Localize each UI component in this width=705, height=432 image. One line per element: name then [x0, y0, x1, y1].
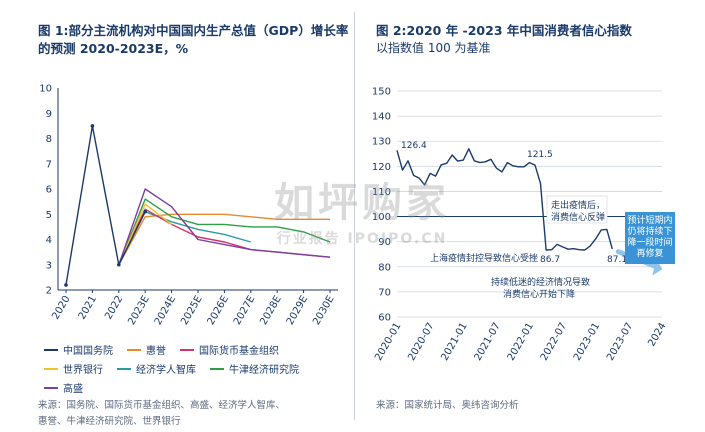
left-y-tick-label: 10 — [39, 84, 52, 95]
right-x-tick-label: 2021-01 — [439, 321, 469, 363]
right-y-tick-label: 140 — [372, 112, 391, 123]
data-point — [117, 262, 121, 267]
annotation-decline-line1: 持续低迷的经济情况导致 — [491, 276, 590, 288]
legend-label: 世界银行 — [63, 365, 103, 376]
left-x-tick-label: 2023E — [126, 294, 151, 327]
left-y-tick-label: 2 — [46, 286, 52, 297]
data-point — [64, 283, 68, 287]
forecast-arrowhead — [652, 259, 663, 276]
confidence-line — [396, 148, 613, 251]
legend-label: 中国国务院 — [63, 346, 113, 357]
series-line — [118, 198, 331, 266]
forecast-note-line: 降一段时间 — [627, 236, 672, 248]
left-x-tick-label: 2022 — [103, 294, 125, 322]
legend-item: 惠誉 — [127, 340, 166, 359]
right-x-tick-label: 2020-07 — [406, 321, 436, 363]
legend-swatch — [210, 367, 224, 370]
left-y-tick-label: 5 — [46, 210, 52, 221]
series-line — [118, 208, 331, 266]
annotation-shanghai-lockdown: 上海疫情封控导致信心受挫 — [430, 252, 538, 264]
right-x-tick-label: 2023-01 — [572, 321, 602, 363]
series-line — [118, 188, 331, 266]
forecast-box — [625, 212, 675, 264]
legend-label: 国际货币基金组织 — [199, 346, 279, 357]
left-x-tick-label: 2028E — [258, 294, 283, 327]
legend-label: 经济学人智库 — [136, 365, 196, 376]
legend-item: 世界银行 — [44, 359, 103, 378]
right-y-tick-label: 100 — [372, 212, 391, 223]
legend-label: 惠誉 — [146, 346, 166, 357]
value-label-126-4: 126.4 — [401, 141, 427, 151]
consumer-confidence-chart: 60 70 80 90 100 110 120 130 140 150 2020-01 2020-07… — [372, 87, 675, 363]
legend-swatch — [44, 367, 58, 370]
right-source: 来源：国家统计局、奥纬咨询分析 — [376, 400, 519, 411]
series-line — [65, 125, 146, 286]
left-y-tick-label: 7 — [46, 159, 52, 170]
right-x-tick-label: 2021-07 — [473, 321, 503, 363]
legend-swatch — [180, 348, 194, 351]
right-chart-title: 图 2:2020 年 -2023 年中国消费者信心指数 — [376, 23, 632, 38]
rebound-box — [546, 195, 608, 224]
annotation-rebound-line1: 走出疫情后， — [551, 199, 605, 211]
left-y-tick-label: 8 — [46, 134, 52, 145]
value-label-121-5: 121.5 — [527, 150, 553, 160]
left-chart-title-line1: 图 1:部分主流机构对中国国内生产总值（GDP）增长率 — [38, 23, 349, 38]
right-y-tick-label: 120 — [372, 162, 391, 173]
legend-item: 牛津经济研究院 — [210, 359, 299, 378]
left-chart-title-line2: 的预测 2020-2023E，% — [38, 41, 189, 56]
legend-label: 牛津经济研究院 — [229, 365, 299, 376]
annotation-rebound-line2: 消费信心反弹 — [551, 211, 605, 223]
left-source-line1: 来源：国务院、国际货币基金组织、高盛、经济学人智库、 — [38, 400, 286, 411]
right-x-tick-label: 2020-01 — [373, 321, 403, 363]
right-y-tick-label: 80 — [378, 262, 391, 273]
left-x-tick-label: 2027E — [232, 294, 257, 327]
annotation-decline-line2: 消费信心开始下降 — [503, 288, 575, 300]
legend-item: 中国国务院 — [44, 340, 113, 359]
left-y-tick-label: 9 — [46, 109, 52, 120]
legend-item: 国际货币基金组织 — [180, 340, 279, 359]
data-point — [90, 124, 95, 128]
legend-swatch — [44, 386, 58, 389]
right-y-tick-label: 130 — [372, 137, 391, 148]
legend-label: 高盛 — [63, 384, 83, 395]
forecast-note-line: 再修复 — [636, 247, 663, 259]
legend-swatch — [127, 348, 141, 351]
left-x-tick-label: 2026E — [206, 294, 231, 327]
left-x-tick-label: 2024E — [153, 294, 178, 327]
left-y-tick-label: 6 — [46, 185, 52, 196]
value-label-86-7: 86.7 — [540, 255, 560, 265]
series-line — [118, 203, 173, 266]
right-y-tick-label: 90 — [378, 237, 391, 248]
legend-swatch — [44, 348, 58, 351]
right-chart-subtitle: 以指数值 100 为基准 — [376, 41, 491, 55]
right-x-tick-label: 2024 — [646, 321, 668, 349]
right-y-tick-label: 60 — [378, 313, 391, 324]
left-x-tick-label: 2025E — [179, 294, 204, 327]
left-chart-legend: 中国国务院 惠誉 国际货币基金组织世界银行 经济学人智库 牛津经济研究院高盛 — [44, 340, 354, 397]
left-x-tick-label: 2030E — [311, 294, 336, 327]
forecast-note-line: 预计短期内 — [627, 214, 672, 226]
left-source-line2: 惠誉、牛津经济研究院、世界银行 — [38, 416, 181, 427]
data-point — [143, 209, 147, 214]
legend-item: 经济学人智库 — [117, 359, 196, 378]
legend-swatch — [117, 367, 131, 370]
value-label-87-1: 87.1 — [607, 255, 627, 265]
series-line — [118, 213, 330, 266]
left-y-tick-label: 3 — [46, 260, 52, 271]
left-y-tick-label: 4 — [46, 235, 52, 246]
right-y-tick-label: 150 — [372, 87, 391, 98]
panel-divider — [354, 12, 355, 420]
left-x-tick-label: 2029E — [285, 294, 310, 327]
right-y-tick-label: 70 — [378, 287, 391, 298]
right-x-tick-label: 2022-07 — [539, 321, 569, 363]
forecast-note-line: 仍将持续下 — [627, 225, 672, 237]
right-x-tick-label: 2023-07 — [605, 321, 635, 363]
legend-item: 高盛 — [44, 378, 83, 397]
right-y-tick-label: 110 — [372, 187, 391, 198]
left-x-tick-label: 2020 — [50, 294, 72, 322]
right-x-tick-label: 2022-01 — [506, 321, 536, 363]
left-x-tick-label: 2021 — [77, 294, 99, 322]
